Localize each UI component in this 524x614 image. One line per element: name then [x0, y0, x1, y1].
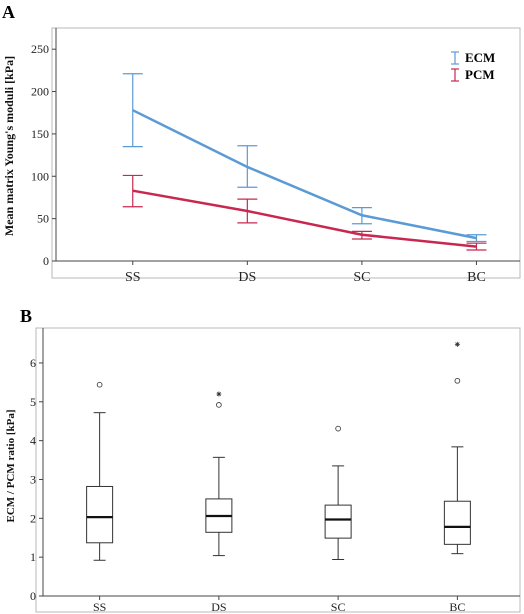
series-line-ecm [132, 109, 477, 240]
panel-b-letter: B [20, 306, 32, 326]
x-tick-label: DS [211, 600, 226, 614]
x-tick-label: SS [93, 600, 106, 614]
x-tick-label: BC [449, 600, 465, 614]
panel-b-marks [86, 341, 471, 561]
panel-b-y-ticks: 0 1 2 3 4 5 6 [30, 356, 43, 603]
outlier-point [96, 381, 103, 388]
outlier-point [335, 425, 341, 432]
panel-a-legend: ECM PCM [451, 50, 495, 82]
x-tick-label: DS [238, 270, 256, 285]
panel-a-letter: A [2, 2, 15, 22]
x-tick-label: BC [467, 270, 486, 285]
y-tick-label: 5 [30, 395, 36, 409]
legend-label-ecm: ECM [465, 50, 495, 65]
panel-a-y-ticks: 0 50 100 150 200 250 [31, 42, 56, 268]
extreme-point [216, 391, 222, 397]
y-tick-label: 100 [31, 169, 49, 183]
legend-label-pcm: PCM [465, 67, 495, 82]
y-tick-label: 0 [43, 254, 49, 268]
y-tick-label: 150 [31, 127, 49, 141]
y-tick-label: 1 [30, 550, 36, 564]
y-tick-label: 6 [30, 356, 36, 370]
y-tick-label: 250 [31, 42, 49, 56]
panel-b-x-ticks: SS DS SC BC [93, 596, 465, 614]
panel-a-marks [122, 73, 487, 251]
extreme-point [454, 341, 460, 347]
box-iqr [324, 504, 352, 539]
panel-b-frame [35, 327, 521, 613]
box-iqr [443, 500, 471, 545]
series-line-pcm [132, 189, 477, 248]
x-tick-label: SC [353, 270, 370, 285]
y-tick-label: 4 [30, 434, 36, 448]
x-tick-label: SC [331, 600, 346, 614]
y-tick-label: 200 [31, 85, 49, 99]
box-iqr [86, 485, 114, 544]
panel-b: B ECM / PCM ratio [kPa] 0 1 2 3 4 5 6 SS DS SC BC [5, 306, 521, 614]
panel-a: A Mean matrix Young's moduli [kPa] 0 50 10… [2, 2, 521, 285]
y-tick-label: 0 [30, 589, 36, 603]
panel-a-x-ticks: SS DS SC BC [125, 261, 486, 285]
x-tick-label: SS [125, 270, 141, 285]
panel-b-y-axis-label: ECM / PCM ratio [kPa] [5, 409, 17, 522]
y-tick-label: 3 [30, 472, 36, 486]
outlier-point [454, 377, 461, 384]
panel-a-y-axis-label: Mean matrix Young's moduli [kPa] [2, 56, 16, 236]
y-tick-label: 2 [30, 511, 36, 525]
y-tick-label: 50 [37, 212, 49, 226]
panel-a-frame [51, 27, 521, 279]
outlier-point [216, 402, 222, 408]
